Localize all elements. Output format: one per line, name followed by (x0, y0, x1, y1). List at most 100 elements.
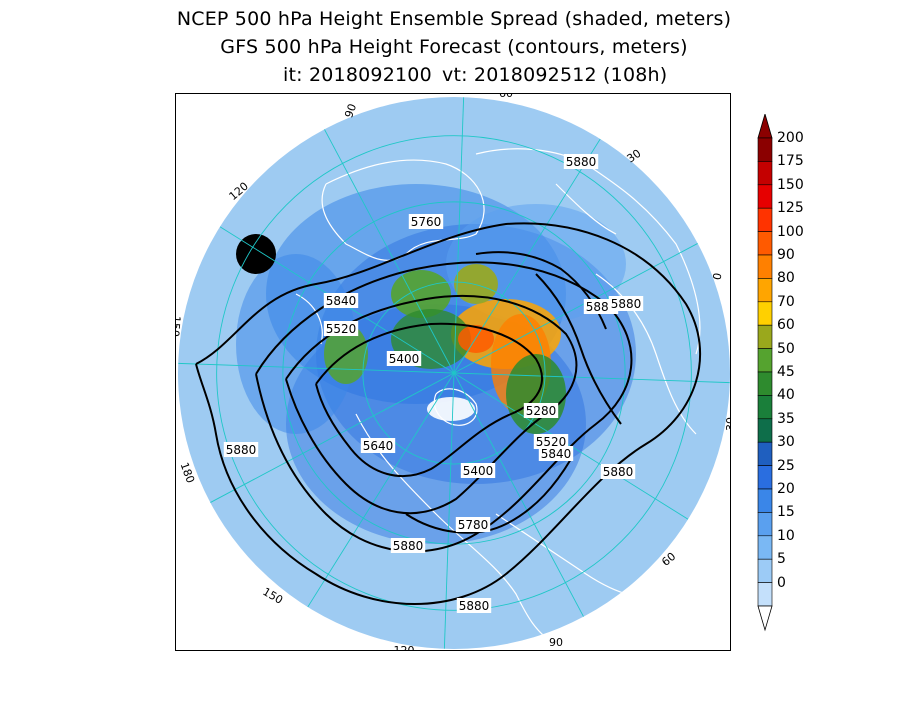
colorbar-box (757, 278, 773, 303)
valid-time: vt: 2018092512 (108h) (442, 64, 668, 86)
meridian-line (443, 372, 455, 649)
map-frame: 5880 5760 5840 5880 5880 5520 5400 5280 5640 5520… (175, 93, 731, 651)
contour-label-box (386, 351, 422, 366)
colorbar-top-arrow (757, 114, 773, 139)
height-contour (195, 222, 701, 605)
colorbar-box (757, 558, 773, 583)
contour-label-box (456, 598, 492, 613)
colorbar-box (757, 231, 773, 256)
colorbar-label: 40 (777, 387, 795, 404)
colorbar-box (757, 207, 773, 232)
colorbar-label: 200 (777, 130, 804, 146)
colorbar-box (757, 254, 773, 279)
contour-label-box (408, 214, 444, 229)
meridian-line (307, 372, 455, 608)
contour-label: 5520 (326, 322, 357, 336)
contour-label-box (533, 434, 569, 449)
chart-title: NCEP 500 hPa Height Ensemble Spread (sha… (176, 8, 732, 30)
contour-label-box (360, 438, 396, 453)
colorbar-box (757, 488, 773, 513)
longitude-label: 120 (394, 644, 415, 651)
contour-label: 5840 (326, 294, 357, 308)
contour-label: 5520 (536, 435, 567, 449)
contour-label-box (460, 463, 496, 478)
coastline (295, 293, 323, 345)
meridian-line (453, 372, 584, 617)
meridian-line (453, 243, 698, 374)
contour-label: 5880 (603, 465, 634, 479)
colorbar (757, 114, 773, 632)
colorbar-box (757, 324, 773, 349)
coastline (321, 159, 485, 261)
meridian-line (178, 362, 455, 374)
height-contour (535, 273, 622, 425)
init-time: it: 2018092100 (283, 64, 432, 86)
spread-blob (454, 264, 498, 304)
colorbar-label: 60 (777, 317, 795, 334)
colorbar-label: 20 (777, 481, 795, 497)
contour-label: 5400 (389, 352, 420, 366)
contour-label: 5280 (526, 404, 557, 418)
colorbar-label: 35 (777, 410, 795, 427)
spread-blob (236, 234, 276, 274)
contour-label-box (600, 464, 636, 479)
colorbar-box (757, 184, 773, 209)
contour-label-box (523, 403, 559, 418)
colorbar-label: 80 (777, 270, 795, 287)
colorbar-label: 100 (777, 223, 804, 240)
coastline (433, 388, 478, 426)
contour-label-box (608, 296, 644, 311)
colorbar-bottom-arrow (757, 605, 773, 632)
chart-subtitle: GFS 500 hPa Height Forecast (contours, m… (220, 36, 688, 58)
latitude-circle (216, 135, 692, 611)
colorbar-label: 25 (777, 457, 795, 474)
colorbar-label: 10 (777, 527, 795, 544)
longitude-label: 0 (711, 272, 725, 281)
colorbar-label: 30 (777, 434, 795, 451)
longitude-label: 150 (176, 315, 183, 337)
longitude-label: 90 (549, 636, 563, 649)
contour-label-box (323, 293, 359, 308)
colorbar-label: 5 (777, 551, 786, 568)
contour-label: 5880 (586, 300, 617, 314)
meridian-line (324, 129, 455, 374)
colorbar-label: 125 (777, 200, 804, 217)
colorbar-label: 50 (777, 340, 795, 357)
contour-label: 5400 (463, 464, 494, 478)
height-contour (255, 261, 633, 553)
colorbar-box (757, 418, 773, 443)
spread-blob (458, 325, 494, 353)
colorbar-box (757, 371, 773, 396)
contour-label-box (323, 321, 359, 336)
contour-label: 5840 (541, 447, 572, 461)
coastline (555, 183, 617, 235)
colorbar-box (757, 395, 773, 420)
colorbar-box (757, 441, 773, 466)
meridian-line (210, 372, 455, 503)
colorbar-box (757, 348, 773, 373)
colorbar-label: 90 (777, 247, 795, 263)
colorbar-label: 150 (777, 176, 804, 193)
contour-label: 5880 (611, 297, 642, 311)
contour-label-box (455, 517, 491, 532)
graticule (178, 97, 730, 649)
colorbar-label: 0 (777, 574, 786, 591)
contour-label: 5880 (459, 599, 490, 613)
colorbar-box (757, 512, 773, 537)
colorbar-box (757, 582, 773, 607)
contour-label: 5880 (226, 443, 257, 457)
contour-label-box (538, 446, 574, 461)
contour-label: 5880 (393, 539, 424, 553)
latitude-circle (362, 281, 546, 465)
height-contour (405, 458, 572, 534)
longitude-label: 90 (342, 102, 359, 120)
coastline (475, 148, 701, 355)
longitude-label: 30 (724, 417, 731, 431)
longitude-label: 60 (499, 94, 513, 100)
colorbar-box (757, 161, 773, 186)
height-contour (315, 322, 543, 478)
contour-label-box (563, 154, 599, 169)
contour-label-box (390, 538, 426, 553)
